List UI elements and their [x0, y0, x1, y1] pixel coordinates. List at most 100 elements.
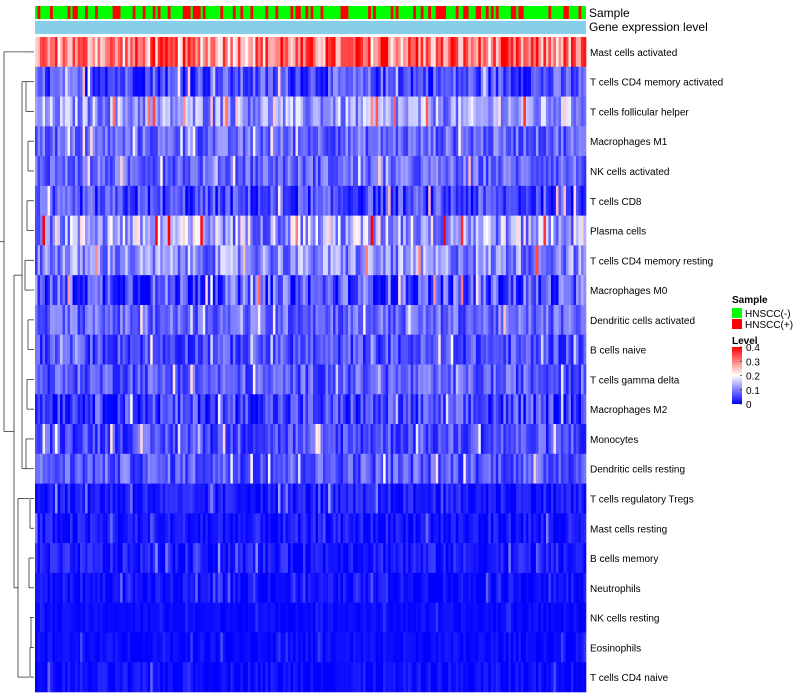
heatmap-cell	[187, 37, 191, 68]
heatmap-cell	[90, 96, 93, 127]
heatmap-cell	[130, 37, 133, 68]
heatmap-cell	[573, 483, 577, 514]
heatmap-cell	[102, 662, 106, 693]
heatmap-cell	[47, 37, 51, 68]
heatmap-cell	[40, 453, 43, 484]
heatmap-cell	[210, 215, 214, 246]
heatmap-cell	[423, 543, 427, 574]
heatmap-cell	[235, 364, 239, 395]
heatmap-cell	[245, 334, 249, 365]
heatmap-cell	[292, 543, 296, 574]
heatmap-cell	[528, 483, 532, 514]
heatmap-cell	[573, 453, 577, 484]
heatmap-cell	[277, 513, 281, 544]
heatmap-cell	[305, 304, 309, 336]
heatmap-cell	[338, 126, 341, 157]
heatmap-cell	[142, 394, 146, 425]
heatmap-cell	[270, 275, 274, 306]
heatmap-cell	[463, 156, 467, 187]
heatmap-cell	[170, 245, 174, 276]
heatmap-cell	[420, 513, 424, 544]
heatmap-cell	[395, 126, 399, 157]
heatmap-cell	[558, 572, 562, 603]
heatmap-cell	[120, 156, 123, 187]
heatmap-cell	[117, 602, 121, 633]
heatmap-cell	[540, 424, 544, 455]
heatmap-cell	[100, 632, 103, 663]
heatmap-cell	[75, 513, 78, 544]
heatmap-cell	[90, 453, 93, 484]
heatmap-cell	[370, 334, 374, 365]
heatmap-cell	[72, 96, 76, 127]
heatmap-cell	[375, 304, 379, 336]
heatmap-cell	[140, 96, 143, 127]
row-dendrogram	[0, 51, 34, 678]
heatmap-cell	[160, 275, 164, 306]
heatmap-cell	[50, 156, 53, 187]
heatmap-cell	[450, 572, 454, 603]
heatmap-cell	[400, 334, 404, 365]
heatmap-cell	[307, 66, 311, 97]
heatmap-cell	[393, 483, 396, 514]
heatmap-cell	[478, 304, 482, 336]
heatmap-cell	[450, 304, 454, 336]
heatmap-cell	[370, 245, 374, 276]
heatmap-cell	[433, 245, 437, 276]
heatmap-cell	[423, 424, 427, 455]
heatmap-cell	[152, 334, 156, 365]
heatmap-cell	[398, 453, 401, 484]
heatmap-cell	[388, 364, 391, 395]
heatmap-cell	[302, 275, 306, 306]
heatmap-cell	[518, 483, 522, 514]
heatmap-cell	[250, 275, 254, 306]
heatmap-cell	[125, 126, 128, 157]
heatmap-cell	[162, 245, 166, 276]
heatmap-cell	[323, 513, 326, 544]
heatmap-cell	[488, 275, 492, 306]
heatmap-cell	[323, 453, 326, 484]
heatmap-cell	[540, 37, 544, 68]
sample-annotation-track	[35, 6, 586, 19]
heatmap-cell	[250, 394, 254, 425]
heatmap-cell	[513, 275, 517, 306]
heatmap-cell	[325, 275, 329, 306]
heatmap-cell	[262, 96, 266, 127]
heatmap-cell	[297, 662, 301, 693]
heatmap-cell	[433, 275, 437, 306]
heatmap-cell	[255, 66, 259, 97]
heatmap-cell	[348, 334, 351, 365]
heatmap-cell	[525, 66, 529, 97]
heatmap-cell	[40, 275, 43, 306]
heatmap-cell	[197, 215, 201, 246]
heatmap-cell	[202, 96, 206, 127]
heatmap-cell	[443, 572, 447, 603]
heatmap-cell	[165, 632, 169, 663]
heatmap-cell	[360, 543, 364, 574]
heatmap-cell	[77, 126, 81, 157]
heatmap-cell	[280, 185, 284, 216]
heatmap-cell	[62, 513, 66, 544]
heatmap-cell	[82, 572, 86, 603]
heatmap-cell	[47, 453, 51, 484]
heatmap-cell	[132, 424, 136, 455]
heatmap-cell	[57, 632, 61, 663]
heatmap-cell	[495, 126, 499, 157]
heatmap-cell	[95, 364, 98, 395]
heatmap-cell	[343, 66, 346, 97]
heatmap-cell	[97, 245, 101, 276]
heatmap-cell	[307, 334, 311, 365]
heatmap-cell	[200, 662, 204, 693]
heatmap-cell	[155, 632, 159, 663]
heatmap-cell	[255, 215, 259, 246]
heatmap-cell	[92, 156, 96, 187]
heatmap-cell	[197, 364, 201, 395]
heatmap-cell	[455, 602, 459, 633]
heatmap-cell	[515, 572, 519, 603]
heatmap-cell	[187, 185, 191, 216]
heatmap-cell	[250, 572, 254, 603]
heatmap-cell	[433, 513, 437, 544]
heatmap-cell	[180, 275, 184, 306]
heatmap-cell	[510, 96, 514, 127]
heatmap-cell	[560, 215, 564, 246]
heatmap-cell	[40, 543, 43, 574]
